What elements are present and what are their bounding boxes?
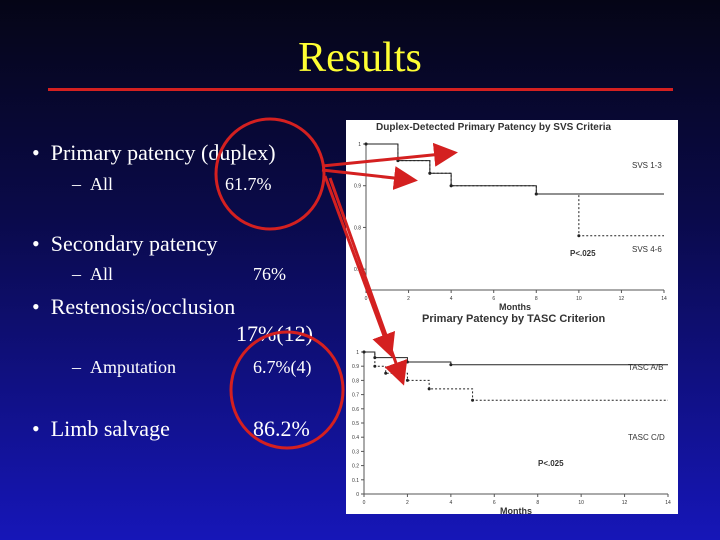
series-line [366, 143, 664, 195]
chart-svs: 0 2 4 6 8 10 12 14 1 0.9 0.8 0.7 Months SVS 1-3 SVS 4-… [354, 142, 667, 312]
series-point [534, 192, 538, 196]
x-tick-label: 4 [450, 296, 453, 302]
x-axis-label: Months [500, 506, 532, 514]
series-line [366, 143, 664, 237]
bullet-value: 17%(12) [236, 321, 313, 346]
series-point [471, 398, 475, 402]
bullet-secondary-patency: • Secondary patency [32, 231, 217, 257]
y-tick-label: 0.5 [352, 421, 359, 427]
chart-title: Duplex-Detected Primary Patency by SVS C… [376, 122, 612, 133]
legend-entry: SVS 1-3 [632, 161, 662, 170]
series-point [364, 142, 368, 146]
x-tick-label: 2 [406, 500, 409, 506]
chart-title: Primary Patency by TASC Criterion [422, 313, 606, 325]
bullet-label: Limb salvage [50, 416, 170, 441]
bullet-marker: • [32, 416, 40, 441]
sub-bullet-label: Amputation [90, 357, 176, 377]
sub-bullet-label: All [90, 264, 114, 284]
bullet-label: Restenosis/occlusion [50, 294, 236, 319]
x-tick-label: 10 [576, 296, 582, 302]
x-tick-label: 8 [535, 296, 538, 302]
series-point [405, 378, 409, 382]
y-tick-label: 0.4 [352, 435, 359, 441]
y-tick-label: 1 [356, 350, 359, 356]
bullet-marker: • [32, 231, 40, 256]
y-tick-label: 0.7 [352, 393, 359, 399]
x-axis-label: Months [499, 302, 531, 312]
x-tick-label: 6 [493, 500, 496, 506]
y-tick-label: 1 [358, 142, 361, 148]
bullet-marker: • [32, 140, 40, 165]
x-tick-label: 14 [661, 296, 667, 302]
x-tick-label: 2 [407, 296, 410, 302]
x-tick-label: 12 [622, 500, 628, 506]
series-point [362, 350, 366, 354]
p-value-annotation: P<.025 [570, 249, 596, 258]
bullet-label: Secondary patency [50, 231, 218, 256]
y-tick-label: 0.8 [352, 378, 359, 384]
bullet-primary-patency: • Primary patency (duplex) [32, 140, 276, 166]
chart-tasc: 0 2 4 6 8 10 12 14 1 0.9 0.8 0.7 0.6 0.5 0.4 0.3 0.2 0.1 0… [352, 350, 671, 514]
sub-bullet-all-dash: – All [72, 174, 114, 194]
legend-entry: SVS 4-6 [632, 245, 662, 254]
y-tick-label: 0.9 [354, 184, 361, 190]
series-point [373, 364, 377, 368]
series-line [364, 351, 668, 366]
series-point [577, 234, 581, 238]
x-tick-label: 12 [619, 296, 625, 302]
x-tick-label: 14 [665, 500, 671, 506]
legend-entry: TASC A/B [628, 363, 663, 372]
slide-title: Results [298, 35, 422, 81]
p-value-annotation: P<.025 [538, 459, 564, 468]
y-tick-label: 0.1 [352, 478, 359, 484]
x-tick-label: 6 [492, 296, 495, 302]
chart-svs-panel: Duplex-Detected Primary Patency by SVS C… [346, 120, 678, 312]
series-point [449, 363, 453, 367]
chart-tasc-panel: Primary Patency by TASC Criterion 0 2 4 6 8 1… [346, 312, 678, 514]
series-point [396, 159, 400, 163]
bullet-marker: • [32, 294, 40, 319]
series-point [384, 371, 388, 375]
sub-bullet-label: All [90, 174, 114, 194]
y-tick-label: 0.3 [352, 449, 359, 455]
sub-bullet-value: 61.7% [225, 174, 272, 194]
title-underline [48, 88, 673, 91]
series-point [427, 387, 431, 391]
sub-bullet-value: 76% [253, 264, 286, 284]
y-tick-label: 0.8 [354, 225, 361, 231]
series-point [428, 171, 432, 175]
x-tick-label: 4 [449, 500, 452, 506]
sub-bullet-all-dash: – All [72, 264, 114, 284]
x-tick-label: 10 [578, 500, 584, 506]
sub-bullet-value: 6.7%(4) [253, 357, 312, 377]
bullet-limb-salvage: • Limb salvage [32, 416, 170, 442]
bullet-label: Primary patency (duplex) [50, 140, 276, 165]
bullet-value: 86.2% [253, 416, 310, 441]
x-tick-label: 8 [536, 500, 539, 506]
y-tick-label: 0.2 [352, 464, 359, 470]
legend-entry: TASC C/D [628, 433, 665, 442]
y-tick-label: 0 [356, 492, 359, 498]
y-tick-label: 0.9 [352, 364, 359, 370]
bullet-restenosis: • Restenosis/occlusion [32, 294, 235, 320]
sub-bullet-amputation-dash: – Amputation [72, 357, 176, 377]
y-tick-label: 0.7 [354, 267, 361, 273]
series-point [449, 184, 453, 188]
series-point [405, 360, 409, 364]
series-line [364, 351, 668, 401]
x-tick-label: 0 [363, 500, 366, 506]
y-tick-label: 0.6 [352, 407, 359, 413]
x-tick-label: 0 [365, 296, 368, 302]
